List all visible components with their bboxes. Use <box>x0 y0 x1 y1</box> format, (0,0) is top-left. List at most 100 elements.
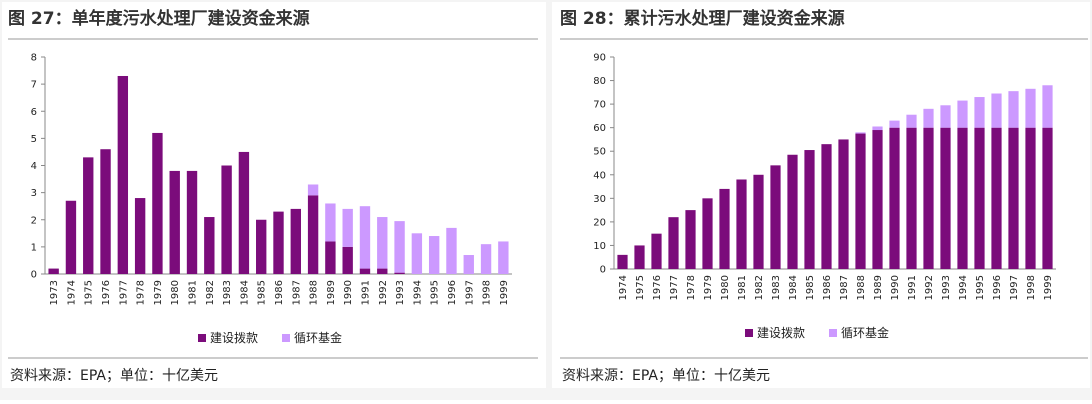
bar-segment <box>377 217 388 269</box>
x-tick-label: 1992 <box>924 275 935 300</box>
x-tick-label: 1990 <box>890 275 901 300</box>
x-tick-label: 1996 <box>992 275 1003 300</box>
bar-segment <box>1008 91 1019 128</box>
legend-swatch <box>198 334 206 342</box>
x-tick-label: 1997 <box>464 280 475 305</box>
x-tick-label: 1999 <box>499 280 510 305</box>
x-tick-label: 1975 <box>635 275 646 300</box>
x-tick-label: 1981 <box>188 280 199 305</box>
bar-segment <box>65 200 77 274</box>
legend-swatch <box>745 329 753 337</box>
x-tick-label: 1979 <box>153 280 164 305</box>
bar-segment <box>498 241 509 274</box>
bar-segment <box>307 195 319 274</box>
bar-segment <box>238 151 250 274</box>
bar-segment <box>428 236 440 274</box>
x-tick-label: 1990 <box>343 280 354 305</box>
bar-segment <box>1025 127 1036 270</box>
y-tick-label: 6 <box>31 107 37 118</box>
x-tick-label: 1988 <box>309 280 320 305</box>
bar-segment <box>1025 88 1036 128</box>
bar-segment <box>855 132 866 134</box>
x-tick-label: 1998 <box>482 280 493 305</box>
x-tick-label: 1978 <box>686 275 697 300</box>
x-tick-label: 1977 <box>118 280 129 305</box>
chart-title: 图 28：累计污水处理厂建设资金来源 <box>560 8 845 29</box>
bar-segment <box>974 127 985 270</box>
bar-segment <box>446 227 457 274</box>
bar-segment <box>957 100 968 128</box>
x-tick-label: 1981 <box>737 275 748 300</box>
x-tick-label: 1995 <box>975 275 986 300</box>
bar-segment <box>991 127 1002 270</box>
bar-segment <box>651 233 662 269</box>
legend-label: 建设拨款 <box>757 326 805 340</box>
bar-segment <box>991 93 1002 128</box>
bar-segment <box>804 150 815 269</box>
bar-segment <box>685 210 696 269</box>
legend-label: 循环基金 <box>841 325 889 340</box>
bar-segment <box>307 184 319 196</box>
bar-segment <box>1042 127 1053 270</box>
y-tick-label: 70 <box>593 100 606 111</box>
bar-segment <box>221 165 232 274</box>
bar-segment <box>1042 85 1053 128</box>
y-tick-label: 30 <box>593 194 606 205</box>
x-tick-label: 1985 <box>257 280 268 305</box>
bar-segment <box>787 154 798 269</box>
bar-segment <box>872 126 883 131</box>
x-tick-label: 1984 <box>788 275 799 300</box>
source-note: 资料来源：EPA；单位：十亿美元 <box>562 368 770 384</box>
x-tick-label: 1995 <box>430 280 441 305</box>
bar-segment <box>940 127 951 270</box>
bar-segment <box>342 208 353 247</box>
x-tick-label: 1976 <box>101 280 112 305</box>
bar-segment <box>906 127 917 270</box>
bar-segment <box>48 268 59 274</box>
bar-segment <box>889 120 900 128</box>
x-tick-label: 1987 <box>291 280 302 305</box>
bar-segment <box>889 127 900 270</box>
x-tick-label: 1977 <box>669 275 680 300</box>
bar-segment <box>634 245 645 269</box>
y-tick-label: 40 <box>593 170 606 181</box>
legend-label: 循环基金 <box>294 330 342 345</box>
bar-segment <box>463 255 474 274</box>
x-tick-label: 1976 <box>652 275 663 300</box>
x-tick-label: 1988 <box>856 275 867 300</box>
bar-segment <box>325 241 336 274</box>
x-tick-label: 1983 <box>771 275 782 300</box>
bar-segment <box>169 170 180 274</box>
y-tick-label: 90 <box>593 53 606 64</box>
x-tick-label: 1980 <box>720 275 731 300</box>
x-tick-label: 1983 <box>222 280 233 305</box>
bar-segment <box>342 246 353 274</box>
legend-swatch <box>829 329 837 337</box>
bar-segment <box>134 198 146 274</box>
x-tick-label: 1973 <box>49 280 60 305</box>
bar-segment <box>480 244 492 274</box>
x-tick-label: 1998 <box>1026 275 1037 300</box>
y-tick-label: 0 <box>600 265 606 276</box>
x-tick-label: 1994 <box>412 280 423 305</box>
bar-segment <box>617 254 628 269</box>
bar-segment <box>152 132 163 274</box>
legend-swatch <box>282 334 290 342</box>
bar-segment <box>394 272 405 274</box>
x-tick-label: 1987 <box>839 275 850 300</box>
bar-segment <box>394 221 405 273</box>
x-tick-label: 1974 <box>66 280 77 305</box>
bar-segment <box>411 233 423 274</box>
x-tick-label: 1978 <box>136 280 147 305</box>
y-tick-label: 10 <box>593 241 606 252</box>
bar-segment <box>83 157 94 274</box>
bar-segment <box>957 127 968 270</box>
x-tick-label: 1986 <box>274 280 285 305</box>
y-tick-label: 1 <box>31 242 37 253</box>
bar-segment <box>186 170 198 274</box>
x-tick-label: 1974 <box>618 275 629 300</box>
bar-segment <box>359 268 371 274</box>
y-tick-label: 0 <box>31 270 37 281</box>
y-tick-label: 50 <box>593 147 606 158</box>
